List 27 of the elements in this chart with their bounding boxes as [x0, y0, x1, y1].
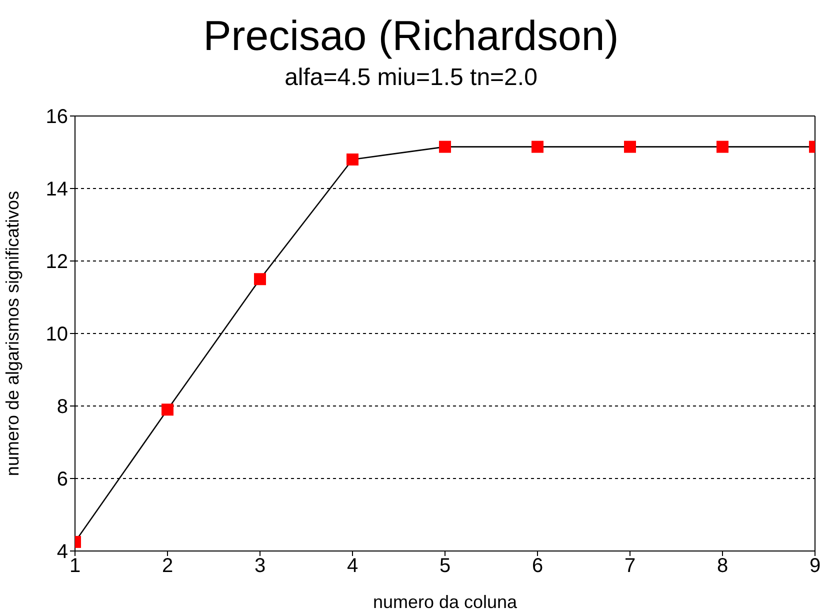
- point: [624, 140, 636, 153]
- x-tick-label: 6: [532, 555, 544, 578]
- point: [716, 140, 728, 153]
- x-tick-label: 8: [716, 555, 728, 578]
- point: [254, 273, 266, 286]
- chart-subtitle: alfa=4.5 miu=1.5 tn=2.0: [284, 64, 538, 92]
- x-axis-title: numero da coluna: [372, 592, 518, 612]
- point: [346, 154, 358, 166]
- y-axis-title: numero de algarismos significativos: [2, 190, 22, 476]
- y-tick-label: 12: [46, 251, 68, 274]
- x-tick-label: 3: [254, 555, 266, 578]
- y-tick-label: 6: [56, 468, 68, 491]
- y-tick-label: 14: [46, 178, 68, 201]
- y-tick-label: 10: [46, 324, 68, 346]
- x-tick-label: 1: [69, 555, 81, 578]
- point: [162, 404, 174, 416]
- x-tick-label: 4: [346, 555, 358, 578]
- y-tick-label: 4: [56, 541, 68, 564]
- x-tick-label: 9: [809, 555, 821, 578]
- x-tick-label: 7: [624, 555, 636, 578]
- y-tick-label: 8: [56, 396, 68, 418]
- point: [439, 140, 451, 153]
- x-tick-label: 5: [439, 555, 451, 578]
- y-tick-label: 16: [46, 106, 68, 128]
- x-tick-label: 2: [162, 555, 174, 578]
- chart-title: Precisao (Richardson): [202, 12, 620, 60]
- point: [532, 140, 544, 153]
